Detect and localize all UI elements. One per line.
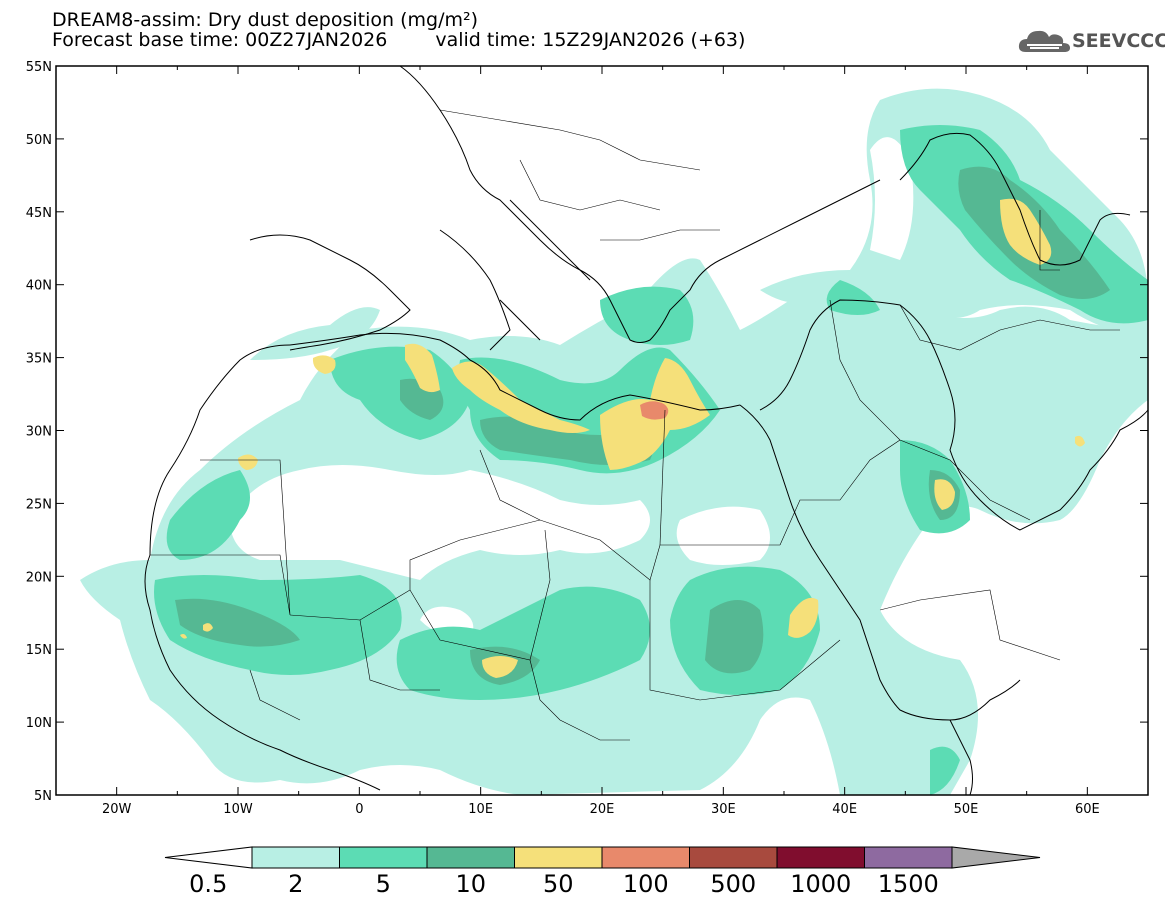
colorbar-label: 1000 <box>790 870 852 898</box>
colorbar-swatch <box>514 846 603 869</box>
lon-label: 10W <box>223 802 253 817</box>
colorbar-label: 100 <box>622 870 669 898</box>
colorbar-label: 0.5 <box>189 870 228 898</box>
colorbar-label: 50 <box>542 870 574 898</box>
cloud-logo-icon <box>1018 30 1070 52</box>
lat-label: 5N <box>34 789 52 804</box>
colorbar-under-arrow <box>164 846 253 869</box>
shaded-fields <box>80 88 1148 795</box>
logo-text: SEEVCCC <box>1072 30 1165 52</box>
colorbar-label: 500 <box>710 870 757 898</box>
lon-label: 50E <box>954 802 979 817</box>
seevccc-logo: SEEVCCC <box>1018 24 1165 58</box>
lon-label: 10E <box>468 802 493 817</box>
coastlines <box>56 65 1149 796</box>
map-title: DREAM8-assim: Dry dust deposition (mg/m²… <box>52 9 479 31</box>
lat-label: 10N <box>26 716 52 731</box>
lat-label: 30N <box>26 425 52 440</box>
lat-label: 35N <box>26 352 52 367</box>
base-time: Forecast base time: 00Z27JAN2026 <box>52 29 388 51</box>
latitude-axis: 55N 50N 45N 40N 35N 30N 25N 20N 15N 10N 5N <box>26 60 1148 804</box>
colorbar <box>164 846 1041 869</box>
lat-label: 40N <box>26 279 52 294</box>
lat-label: 20N <box>26 570 52 585</box>
lon-label: 20E <box>590 802 615 817</box>
lon-label: 60E <box>1075 802 1100 817</box>
colorbar-swatch <box>426 846 515 869</box>
colorbar-swatch <box>339 846 428 869</box>
lon-label: 20W <box>102 802 132 817</box>
colorbar-label: 2 <box>288 870 304 898</box>
longitude-axis: 20W 10W 0 10E 20E 30E 40E 50E 60E <box>55 66 1149 817</box>
time-info: Forecast base time: 00Z27JAN2026 valid ti… <box>52 30 745 50</box>
valid-time: valid time: 15Z29JAN2026 (+63) <box>435 29 746 51</box>
field-level-5 <box>640 401 669 420</box>
colorbar-swatch <box>689 846 778 869</box>
lat-label: 15N <box>26 643 52 658</box>
colorbar-label: 5 <box>375 870 391 898</box>
lon-label: 40E <box>832 802 857 817</box>
colorbar-label: 10 <box>455 870 487 898</box>
colorbar-swatch <box>864 846 953 869</box>
colorbar-swatch <box>601 846 690 869</box>
colorbar-label: 1500 <box>877 870 939 898</box>
country-borders <box>150 109 1120 741</box>
lat-label: 45N <box>26 206 52 221</box>
colorbar-swatch <box>251 846 340 869</box>
lat-label: 55N <box>26 60 52 75</box>
colorbar-swatch <box>776 846 865 869</box>
lat-label: 25N <box>26 497 52 512</box>
field-gaps <box>230 137 1087 690</box>
colorbar-over-arrow <box>951 846 1041 869</box>
lon-label: 0 <box>355 802 363 817</box>
lat-label: 50N <box>26 133 52 148</box>
lon-label: 30E <box>711 802 736 817</box>
